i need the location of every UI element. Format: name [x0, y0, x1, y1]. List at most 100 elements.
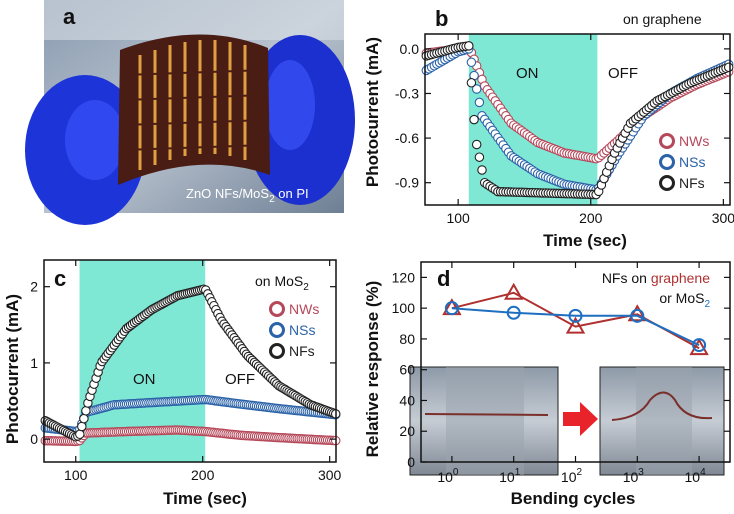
data-point-d-MoS2 [630, 308, 645, 323]
note-c: on MoS2 [255, 273, 309, 293]
on-label-c: ON [133, 371, 156, 388]
series-group-c [40, 284, 341, 447]
data-point-b-NFs [477, 165, 487, 175]
plot-frame-c [43, 259, 337, 463]
panel-label-c: c [54, 266, 66, 291]
data-point-b-NFs [474, 152, 485, 162]
y-tick-label-d: 20 [399, 423, 415, 439]
on-label-b: ON [516, 65, 539, 82]
panel-label-a: a [63, 4, 76, 29]
y-tick-label-c: 2 [30, 279, 38, 295]
legend-label-NWs: NWs [289, 301, 319, 317]
data-point-b-NSs [474, 97, 485, 108]
legend-marker-NWs [269, 301, 285, 317]
series-d-MoS2 [444, 301, 707, 353]
off-label-b: OFF [608, 65, 638, 82]
series-group-d [442, 282, 709, 356]
x-tick-label-d: 101 [499, 467, 521, 485]
legend-marker-NFs [269, 343, 285, 359]
data-point-b-NFs [466, 78, 477, 88]
series-b-NFs [421, 41, 734, 200]
y-tick-label-d: 60 [399, 362, 415, 378]
x-tick-label-d: 100 [437, 467, 459, 485]
y-tick-label-d: 80 [399, 331, 415, 347]
y-tick-label-b: 0.0 [400, 41, 420, 57]
y-tick-label-d: 100 [392, 300, 416, 316]
data-point-d-graphene [565, 316, 586, 334]
data-point-b-NFs [723, 62, 734, 73]
data-point-d-graphene [503, 282, 524, 300]
y-axis-title-b: Photocurrent (mA) [363, 37, 382, 187]
x-tick-label-c: 200 [191, 467, 215, 483]
y-tick-label-d: 40 [399, 392, 415, 408]
legend-label-NSs: NSs [289, 322, 315, 338]
series-line-MoS2 [451, 307, 700, 347]
legend-marker-NSs [659, 154, 675, 170]
ticks-b: 100 200 300 0.0 -0.3 -0.6 -0.9 [395, 34, 734, 226]
series-c-NFs [40, 284, 341, 442]
data-point-d-graphene [689, 338, 709, 356]
x-tick-label-d: 104 [685, 467, 707, 485]
series-group-b [421, 41, 734, 200]
y-axis-title-d: Relative response (%) [363, 281, 382, 458]
data-point-d-MoS2 [444, 301, 459, 316]
photo-caption: ZnO NFs/MoS2 on PI [186, 186, 309, 205]
ticks-d: 100 101 102 103 104 0 20 40 60 80 100 120 [392, 262, 730, 485]
panel-d-chart: 100 101 102 103 104 0 20 40 60 80 100 120 d NFs on … [363, 261, 731, 508]
panel-label-d: d [437, 266, 450, 291]
y-tick-label-b: -0.6 [395, 130, 419, 146]
legend-marker-NSs [269, 322, 285, 338]
panel-a-photo: a ZnO NFs/MoS2 on PI [25, 0, 355, 225]
red-arrow [563, 402, 598, 436]
note-d-line1: NFs on graphene [602, 270, 710, 286]
legend-label-NSs: NSs [679, 154, 705, 170]
off-label-c: OFF [225, 371, 255, 388]
legend-c: NWs NSs NFs [269, 301, 319, 359]
legend-marker-NFs [659, 175, 675, 191]
panel-b-chart: ON OFF 100 200 300 0.0 -0.3 -0.6 -0.9 b on gra… [363, 6, 734, 250]
y-tick-label-b: -0.3 [395, 85, 419, 101]
data-point-d-MoS2 [506, 305, 521, 320]
x-tick-label-b: 300 [712, 210, 734, 226]
data-point-d-MoS2 [568, 308, 583, 323]
y-tick-label-b: -0.9 [395, 175, 419, 191]
data-point-b-NFs [469, 114, 479, 125]
note-b: on graphene [623, 11, 702, 27]
x-axis-title-d: Bending cycles [511, 489, 636, 508]
inset-photo-flat [409, 366, 559, 476]
panel-label-b: b [435, 6, 448, 31]
x-tick-label-c: 300 [318, 467, 342, 483]
data-point-d-MoS2 [692, 338, 707, 353]
data-point-b-NFs [464, 41, 474, 51]
data-point-d-graphene [627, 304, 648, 322]
data-point-c-NFs [75, 429, 85, 440]
legend-b: NWs NSs NFs [659, 133, 709, 191]
legend-label-NWs: NWs [679, 133, 709, 149]
data-point-c-NFs [77, 421, 87, 432]
plot-frame-b [424, 33, 731, 206]
y-tick-label-c: 0 [30, 431, 38, 447]
x-axis-title-b: Time (sec) [543, 231, 627, 250]
x-axis-title-c: Time (sec) [163, 489, 247, 508]
y-axis-title-c: Photocurrent (mA) [3, 294, 22, 444]
y-tick-label-d: 0 [407, 454, 415, 470]
data-point-b-NSs [471, 84, 482, 94]
x-tick-label-d: 102 [561, 467, 583, 485]
ticks-c: 100 200 300 0 1 2 [30, 260, 342, 483]
x-tick-label-b: 200 [579, 210, 603, 226]
data-point-b-NFs [471, 139, 482, 150]
legend-label-NFs: NFs [289, 343, 315, 359]
note-d-line2: or MoS2 [659, 290, 710, 310]
x-tick-label-c: 100 [64, 467, 88, 483]
inset-photo-bent [599, 366, 725, 476]
data-point-b-NSs [466, 57, 477, 68]
data-point-c-NFs [81, 406, 91, 416]
legend-label-NFs: NFs [679, 175, 705, 191]
y-tick-label-c: 1 [30, 355, 38, 371]
x-tick-label-b: 100 [446, 210, 470, 226]
y-tick-label-d: 120 [392, 269, 416, 285]
series-c-NWs [40, 425, 341, 447]
legend-marker-NWs [659, 133, 675, 149]
